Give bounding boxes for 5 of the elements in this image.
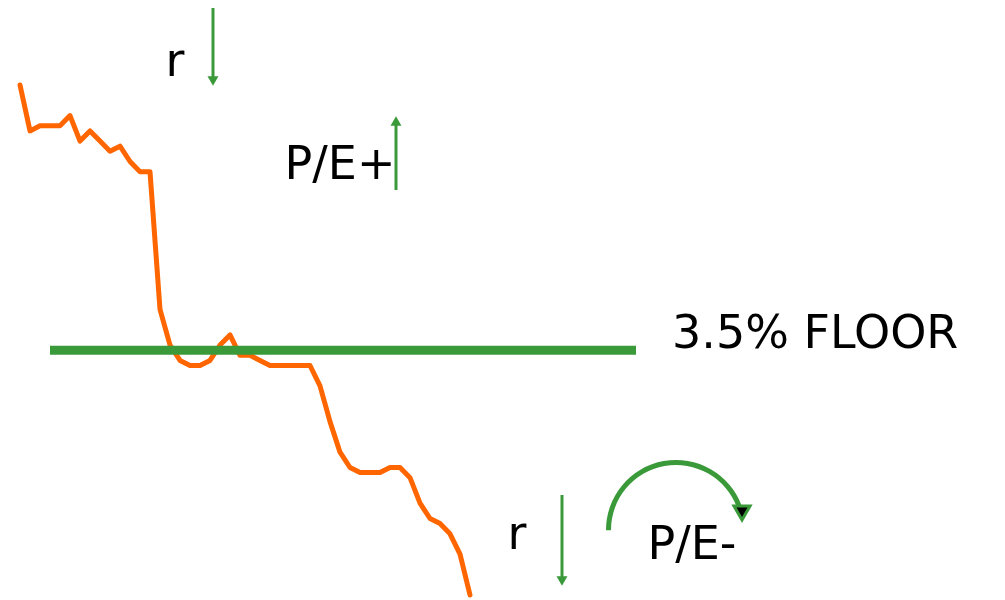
annotation: P/E+ [284,136,396,190]
annotation: r [165,33,185,87]
text: r [507,506,527,560]
ref-line-label: 3.5% FLOOR [672,305,959,360]
text: P/E- [647,516,737,570]
